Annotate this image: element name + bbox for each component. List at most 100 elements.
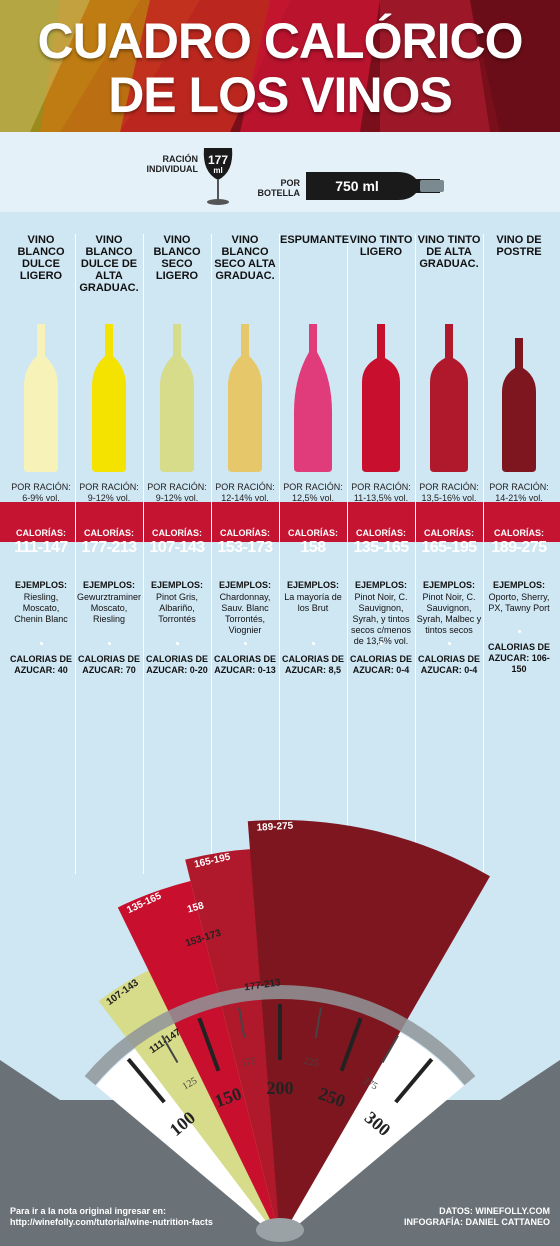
examples-text: Pinot Gris, Albariño, Torrontés <box>155 592 198 624</box>
calories-band <box>0 502 560 542</box>
title-line-1: CUADRO CALÓRICO <box>37 13 524 69</box>
calories-label: CALORÍAS: <box>288 528 338 538</box>
footer-left-line1: Para ir a la nota original ingresar en: <box>10 1206 167 1216</box>
separator-dot <box>176 642 179 645</box>
calories-box: CALORÍAS: 189-275 <box>486 524 552 564</box>
examples-text: Oporto, Sherry, PX, Tawny Port <box>488 592 550 613</box>
wine-name: VINO TINTO DE ALTA GRADUAC. <box>417 234 481 270</box>
separator-dot <box>40 642 43 645</box>
calories-label: CALORÍAS: <box>84 528 134 538</box>
abv-value: 6-9% vol. <box>22 493 60 503</box>
footer-source: Para ir a la nota original ingresar en: … <box>10 1206 213 1228</box>
sugar-calories: CALORIAS DE AZUCAR: 106-150 <box>487 642 550 674</box>
examples-text: Riesling, Moscato, Chenin Blanc <box>14 592 68 624</box>
wine-name: ESPUMANTE <box>280 234 350 246</box>
wine-name: VINO BLANCO DULCE DE ALTA GRADUAC. <box>79 234 139 294</box>
abv-value: 9-12% vol. <box>87 493 131 503</box>
abv-value: 11-13,5% vol. <box>353 493 409 503</box>
sugar-calories: CALORIAS DE AZUCAR: 8,5 <box>281 654 344 675</box>
sugar-calories: CALORIAS DE AZUCAR: 40 <box>9 654 72 675</box>
separator-dot <box>108 642 111 645</box>
abv-label: POR RACIÓN: <box>79 482 139 492</box>
range-label: 189-275 <box>256 821 294 834</box>
examples-label: EJEMPLOS: <box>82 580 135 590</box>
calories-value: 189-275 <box>491 539 547 556</box>
column-divider <box>211 234 212 874</box>
sugar-calories: CALORIAS DE AZUCAR: 0-4 <box>349 654 412 675</box>
abv-label: POR RACIÓN: <box>351 482 411 492</box>
calories-box: CALORÍAS: 111-147 <box>8 524 74 564</box>
column-divider <box>483 234 484 874</box>
major-tick-label: 200 <box>267 1078 294 1098</box>
sugar-calories: CALORIAS DE AZUCAR: 0-20 <box>145 654 208 675</box>
column-divider <box>279 234 280 874</box>
gauge-hub <box>256 1218 304 1242</box>
major-tick <box>339 1017 363 1072</box>
bottle-icon <box>24 324 58 472</box>
abv-value: 13,5-16% vol. <box>421 493 477 503</box>
calories-value: 135-165 <box>353 539 409 556</box>
bottle-icon <box>92 324 126 472</box>
minor-tick <box>238 1007 246 1039</box>
bottle-icon <box>160 324 194 472</box>
sugar-calories: CALORIAS DE AZUCAR: 0-13 <box>213 654 276 675</box>
abv-label: POR RACIÓN: <box>215 482 275 492</box>
range-label: 177-213 <box>244 977 282 993</box>
dial-rim <box>84 985 476 1086</box>
calories-label: CALORÍAS: <box>16 528 66 538</box>
range-wedge-8 <box>247 820 490 1240</box>
calories-label: CALORÍAS: <box>152 528 202 538</box>
calories-box: CALORÍAS: 165-195 <box>416 524 482 564</box>
examples-label: EJEMPLOS: <box>492 580 545 590</box>
wine-glass-icon <box>203 148 233 205</box>
abv-label: POR RACIÓN: <box>489 482 549 492</box>
bottle-icon <box>430 324 468 472</box>
calories-value: 158 <box>300 539 326 556</box>
bottle-value: 750 ml <box>335 178 379 194</box>
abv-label: POR RACIÓN: <box>283 482 343 492</box>
calories-box: CALORÍAS: 107-143 <box>144 524 210 564</box>
wine-name: VINO DE POSTRE <box>496 234 542 258</box>
minor-tick <box>161 1035 179 1063</box>
abv-value: 12-14% vol. <box>221 493 269 503</box>
separator-dot <box>312 642 315 645</box>
abv-label: POR RACIÓN: <box>147 482 207 492</box>
bottle-icon <box>294 324 332 472</box>
major-tick <box>197 1017 221 1072</box>
footer-left-link[interactable]: http://winefolly.com/tutorial/wine-nutri… <box>10 1217 213 1227</box>
minor-tick-label: 175 <box>240 1056 257 1069</box>
minor-tick-label: 225 <box>303 1056 320 1069</box>
bottle-icon <box>502 338 536 472</box>
calories-label: CALORÍAS: <box>494 528 544 538</box>
examples-label: EJEMPLOS: <box>354 580 407 590</box>
wine-name: VINO TINTO LIGERO <box>349 234 413 258</box>
column-divider <box>415 234 416 874</box>
abv-label: POR RACIÓN: <box>419 482 479 492</box>
range-wedge-6 <box>117 880 280 1240</box>
examples-label: EJEMPLOS: <box>218 580 271 590</box>
examples-label: EJEMPLOS: <box>150 580 203 590</box>
minor-tick <box>381 1035 399 1063</box>
separator-dot <box>380 642 383 645</box>
major-tick <box>126 1057 166 1104</box>
column-divider <box>347 234 348 874</box>
sugar-calories: CALORIAS DE AZUCAR: 70 <box>77 654 140 675</box>
calories-value: 153-173 <box>217 539 273 556</box>
bottle-label: POR BOTELLA <box>257 178 301 198</box>
examples-text: Gewurztraminer Moscato, Riesling <box>76 592 141 624</box>
abv-value: 9-12% vol. <box>155 493 199 503</box>
footer-right-line1: DATOS: WINEFOLLY.COM <box>439 1206 550 1216</box>
title-line-2: DE LOS VINOS <box>108 67 453 123</box>
examples-text: Chardonnay, Sauv. Blanc Torrontés, Viogn… <box>219 592 271 635</box>
wine-name: VINO BLANCO SECO ALTA GRADUAC. <box>214 234 276 282</box>
examples-text: Pinot Noir, C. Sauvignon, Syrah, y tinto… <box>350 592 412 646</box>
calories-value: 177-213 <box>81 539 137 556</box>
single-serving-value: 177 <box>207 153 229 167</box>
calories-value: 165-195 <box>421 539 477 556</box>
bottle-icon <box>228 324 262 472</box>
examples-text: La mayoría de los Brut <box>284 592 342 613</box>
calories-box: CALORÍAS: 135-165 <box>348 524 414 564</box>
single-serving-label: RACIÓN INDIVIDUAL <box>146 154 199 174</box>
